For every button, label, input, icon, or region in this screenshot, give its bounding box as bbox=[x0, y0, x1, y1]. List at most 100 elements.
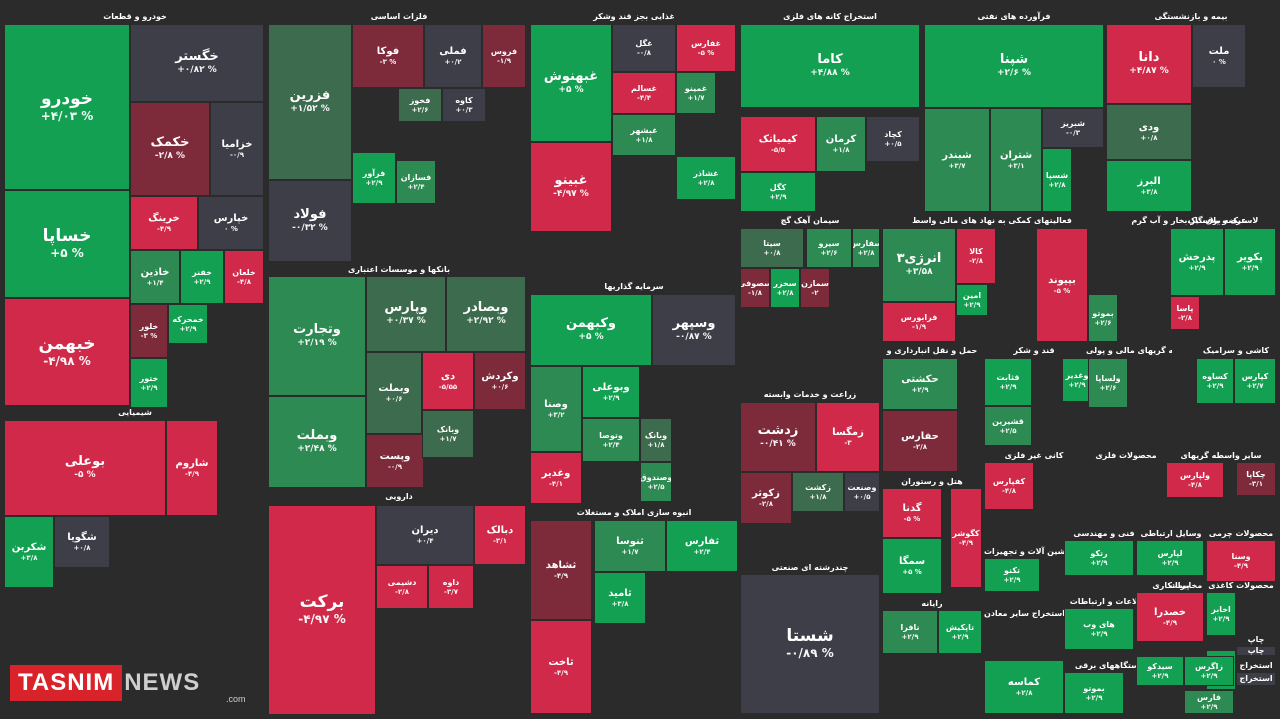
stock-tile[interactable]: کاوه +۰/۳ bbox=[442, 88, 486, 122]
stock-tile[interactable]: دانا +۴/۸۷ % bbox=[1106, 24, 1192, 104]
stock-tile[interactable]: وصنا +۳/۲ bbox=[530, 366, 582, 452]
stock-tile[interactable]: سصوفی-۱/۸ bbox=[740, 268, 770, 308]
stock-tile[interactable]: وبانک +۱/۸ bbox=[640, 418, 672, 462]
stock-tile[interactable]: لپارس +۲/۹ bbox=[1136, 540, 1204, 576]
stock-tile[interactable]: کماسه +۲/۸ bbox=[984, 660, 1064, 714]
stock-tile[interactable]: شبندر +۳/۷ bbox=[924, 108, 990, 212]
stock-tile[interactable]: فزرین +۱/۵۲ % bbox=[268, 24, 352, 180]
stock-tile[interactable]: فوکا -۳ % bbox=[352, 24, 424, 88]
stock-tile[interactable]: برکت -۴/۹۷ % bbox=[268, 505, 376, 715]
stock-tile[interactable]: وبملت +۰/۶ bbox=[366, 352, 422, 434]
stock-tile[interactable]: پاسا -۲/۸ bbox=[1170, 296, 1200, 330]
stock-tile[interactable]: خبهمن -۴/۹۸ % bbox=[4, 298, 130, 406]
stock-tile[interactable]: غسالم -۴/۴ bbox=[612, 72, 676, 114]
stock-tile[interactable]: کیمیاتک -۵/۵ bbox=[740, 116, 816, 172]
stock-tile[interactable]: بموتو +۲/۶ bbox=[1088, 294, 1118, 342]
stock-tile[interactable]: خرینگ -۴/۹ bbox=[130, 196, 198, 250]
stock-tile[interactable]: فرآور +۲/۹ bbox=[352, 152, 396, 204]
stock-tile[interactable]: ولپارس -۴/۸ bbox=[1166, 462, 1224, 498]
stock-tile[interactable]: فرابورس -۱/۹ bbox=[882, 302, 956, 342]
stock-tile[interactable]: انرژی۳ +۳/۵۸ bbox=[882, 228, 956, 302]
stock-tile[interactable]: وکردش +۰/۶ bbox=[474, 352, 526, 410]
stock-tile[interactable]: شبریز -۰/۳ bbox=[1042, 108, 1104, 148]
stock-tile[interactable]: تاپکیش +۲/۹ bbox=[938, 610, 982, 654]
stock-tile[interactable]: شسپا +۲/۸ bbox=[1042, 148, 1072, 212]
stock-tile[interactable]: ثشاهد -۴/۹ bbox=[530, 520, 592, 620]
stock-tile[interactable]: کگل +۲/۹ bbox=[740, 172, 816, 212]
stock-tile[interactable]: کساوه +۲/۹ bbox=[1196, 358, 1234, 404]
stock-tile[interactable]: شستا -۰/۸۹ % bbox=[740, 574, 880, 714]
stock-tile[interactable]: ثفارس +۲/۴ bbox=[666, 520, 738, 572]
stock-tile[interactable]: دشیمی -۲/۸ bbox=[376, 565, 428, 609]
stock-tile[interactable]: چاپ bbox=[1236, 646, 1276, 656]
stock-tile[interactable]: نافرا +۲/۹ bbox=[882, 610, 938, 654]
stock-tile[interactable]: زکشت +۱/۸ bbox=[792, 472, 844, 512]
stock-tile[interactable]: ودی +۰/۸ bbox=[1106, 104, 1192, 160]
stock-tile[interactable]: خفنر +۲/۹ bbox=[180, 250, 224, 304]
stock-tile[interactable]: تکنو +۲/۹ bbox=[984, 558, 1040, 592]
stock-tile[interactable]: خاذین +۱/۴ bbox=[130, 250, 180, 304]
stock-tile[interactable]: زدشت -۰/۴۱ % bbox=[740, 402, 816, 472]
stock-tile[interactable]: بموتو +۲/۹ bbox=[1064, 672, 1124, 714]
stock-tile[interactable]: خپارس ۰ % bbox=[198, 196, 264, 250]
stock-tile[interactable]: خگستر +۰/۸۲ % bbox=[130, 24, 264, 102]
stock-tile[interactable]: فولاد -۰/۳۲ % bbox=[268, 180, 352, 262]
stock-tile[interactable]: شپنا +۲/۶ % bbox=[924, 24, 1104, 108]
stock-tile[interactable]: ثاخت -۴/۹ bbox=[530, 620, 592, 714]
stock-tile[interactable]: البرز +۳/۸ bbox=[1106, 160, 1192, 212]
stock-tile[interactable]: غگل -۰/۸ bbox=[612, 24, 676, 72]
stock-tile[interactable]: ختور +۲/۹ bbox=[130, 358, 168, 408]
stock-tile[interactable]: پدرخش +۲/۹ bbox=[1170, 228, 1224, 296]
stock-tile[interactable]: کگوشر -۴/۹ bbox=[950, 488, 982, 588]
stock-tile[interactable]: دبالک -۳/۱ bbox=[474, 505, 526, 565]
stock-tile[interactable]: خساپا +۵ % bbox=[4, 190, 130, 298]
stock-tile[interactable]: دیران +۰/۴ bbox=[376, 505, 474, 565]
stock-tile[interactable]: غبشهر +۱/۸ bbox=[612, 114, 676, 156]
stock-tile[interactable]: شاروم -۴/۹ bbox=[166, 420, 218, 516]
stock-tile[interactable]: وبانک +۱/۷ bbox=[422, 410, 474, 458]
stock-tile[interactable]: وکبهمن +۵ % bbox=[530, 294, 652, 366]
stock-tile[interactable]: خصدرا -۴/۹ bbox=[1136, 592, 1204, 642]
stock-tile[interactable]: بپیوند -۵ % bbox=[1036, 228, 1088, 342]
stock-tile[interactable]: فخوز +۲/۶ bbox=[398, 88, 442, 122]
stock-tile[interactable]: زاگرس +۲/۹ bbox=[1184, 656, 1234, 686]
stock-tile[interactable]: وسپهر -۰/۸۷ % bbox=[652, 294, 736, 366]
stock-tile[interactable]: پکویر +۲/۹ bbox=[1224, 228, 1276, 296]
stock-tile[interactable]: ثامید +۳/۸ bbox=[594, 572, 646, 624]
stock-tile[interactable]: حکشتی +۲/۹ bbox=[882, 358, 958, 410]
stock-tile[interactable]: بوعلی -۵ % bbox=[4, 420, 166, 516]
stock-tile[interactable]: ملت ۰ % bbox=[1192, 24, 1246, 88]
stock-tile[interactable]: چکاپا -۳/۱ bbox=[1236, 462, 1276, 496]
stock-tile[interactable]: وبملت +۲/۴۸ % bbox=[268, 396, 366, 488]
stock-tile[interactable]: وتجارت +۲/۱۹ % bbox=[268, 276, 366, 396]
stock-tile[interactable]: های وب +۲/۹ bbox=[1064, 608, 1134, 650]
stock-tile[interactable]: شگویا +۰/۸ bbox=[54, 516, 110, 568]
stock-tile[interactable]: استخراج bbox=[1236, 672, 1276, 686]
stock-tile[interactable]: کاما +۴/۸۸ % bbox=[740, 24, 920, 108]
stock-tile[interactable]: کفپارس -۴/۸ bbox=[984, 462, 1034, 510]
stock-tile[interactable]: ولساپا +۲/۶ bbox=[1088, 358, 1128, 408]
stock-tile[interactable]: قشیرین +۲/۵ bbox=[984, 406, 1032, 446]
stock-tile[interactable]: فروس -۱/۹ bbox=[482, 24, 526, 88]
stock-tile[interactable]: خزامیا -۰/۹ bbox=[210, 102, 264, 196]
stock-tile[interactable]: داوه -۳/۷ bbox=[428, 565, 474, 609]
stock-tile[interactable]: گدنا -۵ % bbox=[882, 488, 942, 538]
stock-tile[interactable]: سخزر +۲/۸ bbox=[770, 268, 800, 308]
stock-tile[interactable]: وتوصا +۲/۴ bbox=[582, 418, 640, 462]
stock-tile[interactable]: شکربن +۳/۸ bbox=[4, 516, 54, 588]
stock-tile[interactable]: اخابر +۲/۹ bbox=[1206, 592, 1236, 636]
stock-tile[interactable]: وصنعت +۰/۵ bbox=[844, 472, 880, 512]
stock-tile[interactable]: غمینو +۱/۷ bbox=[676, 72, 716, 114]
stock-tile[interactable]: سفارس+۲/۸ bbox=[852, 228, 880, 268]
stock-tile[interactable]: سیدکو +۲/۹ bbox=[1136, 656, 1184, 686]
stock-tile[interactable]: وسنا -۴/۹ bbox=[1206, 540, 1276, 582]
stock-tile[interactable]: شتران +۳/۱ bbox=[990, 108, 1042, 212]
stock-tile[interactable]: خلعان -۴/۸ bbox=[224, 250, 264, 304]
stock-tile[interactable]: قثابت +۲/۹ bbox=[984, 358, 1032, 406]
stock-tile[interactable]: کپارس +۲/۷ bbox=[1234, 358, 1276, 404]
stock-tile[interactable]: وغدیر -۴/۱ bbox=[530, 452, 582, 504]
stock-tile[interactable]: زکوثر -۲/۸ bbox=[740, 472, 792, 524]
stock-tile[interactable]: کالا -۲/۸ bbox=[956, 228, 996, 284]
stock-tile[interactable]: زمگسا -۳ bbox=[816, 402, 880, 472]
stock-tile[interactable]: سیتا +۰/۸ bbox=[740, 228, 804, 268]
